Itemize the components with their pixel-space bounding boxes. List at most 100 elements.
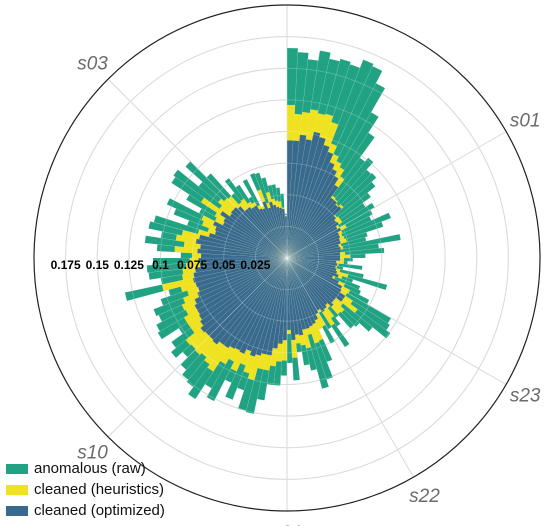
bar-cleaned-optimized--79 (196, 257, 288, 315)
legend-item-anomalous[interactable]: anomalous (raw) (6, 458, 165, 479)
bar-cleaned-optimized--6 (286, 144, 330, 259)
bar-cleaned-optimized--14 (286, 204, 339, 259)
bar-cleaned-optimized--0 (286, 140, 294, 259)
bar-cleaned-optimized--13 (286, 199, 338, 259)
bar-cleaned-optimized--20 (286, 227, 342, 259)
bar-cleaned-optimized--92 (199, 244, 288, 259)
bar-cleaned-optimized--5 (286, 136, 327, 259)
bar-cleaned-optimized--91 (197, 248, 288, 259)
legend-swatch-optimized (6, 505, 28, 516)
bar-cleaned-optimized--16 (286, 215, 337, 259)
bar-cleaned-optimized--99 (222, 221, 288, 259)
bar-cleaned-optimized--66 (249, 257, 288, 357)
bar-cleaned-optimized--85 (192, 257, 288, 284)
bar-cleaned-optimized--81 (194, 257, 288, 305)
bar-cleaned-optimized--56 (286, 257, 304, 336)
sector-label-s01: s01 (510, 111, 541, 132)
bar-cleaned-optimized--52 (286, 257, 317, 325)
bar-cleaned-optimized--42 (286, 257, 344, 303)
bar-cleaned-optimized--8 (286, 161, 336, 259)
sector-spoke-overlay (286, 131, 507, 259)
sector-spoke (286, 257, 507, 385)
grid-circle-overlay (96, 67, 478, 449)
bar-cleaned-optimized--116 (275, 206, 288, 259)
bar-cleaned-optimized--119 (284, 215, 288, 259)
bar-cleaned-optimized--95 (208, 232, 288, 259)
bar-cleaned-optimized--57 (286, 257, 300, 336)
bar-cleaned-optimized--65 (255, 257, 288, 357)
bar-cleaned-optimized--78 (198, 257, 288, 321)
bar-cleaned-optimized--25 (286, 243, 340, 259)
bar-cleaned-optimized--27 (286, 249, 342, 259)
bar-cleaned-optimized--82 (196, 257, 288, 298)
bar-cleaned-optimized--105 (237, 205, 288, 259)
legend-label-optimized: cleaned (optimized) (34, 502, 165, 519)
bar-cleaned-optimized--62 (272, 257, 288, 349)
bar-cleaned-optimized--76 (200, 257, 288, 333)
r-tick-label: 0.025 (240, 258, 270, 272)
bar-cleaned-optimized--118 (281, 208, 288, 259)
bar-cleaned-optimized--77 (199, 257, 288, 327)
polar-frame (33, 4, 541, 512)
bar-cleaned-optimized--22 (286, 234, 341, 259)
bar-cleaned-optimized--100 (223, 217, 288, 259)
bar-cleaned-optimized--98 (212, 220, 288, 259)
sector-label-s03: s03 (77, 54, 108, 75)
bar-cleaned-optimized--73 (212, 257, 288, 345)
bar-cleaned-optimized--1 (286, 140, 300, 259)
bar-cleaned-optimized--117 (278, 207, 288, 259)
bar-cleaned-optimized--23 (286, 237, 341, 259)
bar-cleaned-optimized--109 (253, 205, 288, 259)
bar-cleaned-optimized--113 (267, 207, 288, 259)
bar-cleaned-optimized--30 (286, 257, 341, 262)
bar-cleaned-optimized--38 (286, 257, 340, 285)
bar-cleaned-optimized--90 (200, 253, 288, 259)
bar-cleaned-optimized--70 (229, 257, 288, 350)
bar-cleaned-optimized--107 (246, 206, 288, 259)
legend-swatch-anomalous (6, 463, 28, 474)
bar-cleaned-optimized--35 (286, 257, 338, 275)
bar-cleaned-optimized--24 (286, 240, 342, 259)
r-tick-label: 0.175 (51, 258, 81, 272)
sector-label-s23: s23 (510, 386, 541, 407)
grid-circle-overlay (254, 225, 320, 291)
sector-spoke-overlay (286, 257, 507, 385)
grid-circle-overlay (191, 162, 383, 354)
bar-cleaned-optimized--94 (198, 234, 288, 259)
bar-cleaned-optimized--19 (286, 225, 338, 259)
bar-cleaned-optimized--53 (286, 257, 314, 327)
sector-spoke-overlay (286, 257, 414, 478)
r-tick-label: 0.075 (177, 258, 207, 272)
legend: anomalous (raw) cleaned (heuristics) cle… (6, 458, 165, 521)
bar-cleaned-optimized--83 (197, 257, 288, 292)
bar-cleaned-optimized--72 (218, 257, 288, 346)
bar-cleaned-optimized--17 (286, 219, 337, 259)
bar-cleaned-optimized--59 (286, 257, 292, 331)
polar-overlay (33, 4, 541, 512)
bar-cleaned-optimized--84 (195, 257, 288, 288)
r-tick-label: 0.1 (152, 258, 169, 272)
bar-cleaned-optimized--103 (230, 209, 288, 259)
sector-label-s10: s10 (77, 442, 108, 463)
grid-circle-overlay (223, 194, 351, 322)
bar-cleaned-optimized--106 (244, 208, 288, 259)
bar-cleaned-optimized--29 (286, 254, 341, 259)
bar-cleaned-optimized--104 (233, 206, 288, 259)
bar-cleaned-optimized--110 (258, 208, 288, 259)
legend-item-optimized[interactable]: cleaned (optimized) (6, 500, 165, 521)
grid-circle-overlay (160, 131, 414, 385)
bar-cleaned-optimized--108 (250, 206, 288, 259)
bar-cleaned-optimized--47 (286, 257, 328, 310)
sector-spoke-overlay (107, 257, 288, 438)
polar-labels: 0.0250.050.0750.10.1250.150.175s02s01s23… (51, 54, 541, 526)
legend-swatch-heuristics (6, 484, 28, 495)
bar-cleaned-optimized--28 (286, 252, 341, 259)
bar-cleaned-optimized--44 (286, 257, 335, 304)
r-tick-label: 0.125 (114, 258, 144, 272)
legend-item-heuristics[interactable]: cleaned (heuristics) (6, 479, 165, 500)
bar-cleaned-optimized--71 (223, 257, 288, 349)
bar-cleaned-optimized--4 (286, 131, 321, 259)
bar-cleaned-optimized--48 (286, 257, 326, 313)
bar-cleaned-optimized--21 (286, 231, 340, 259)
grid-circle-overlay (65, 36, 509, 480)
